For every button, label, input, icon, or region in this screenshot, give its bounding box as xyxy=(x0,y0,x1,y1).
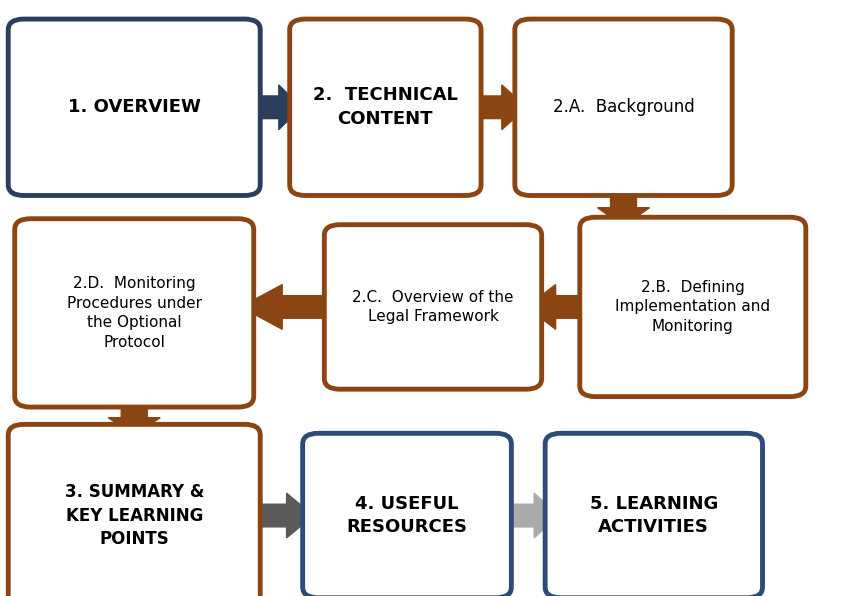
Text: 2.C.  Overview of the
Legal Framework: 2.C. Overview of the Legal Framework xyxy=(352,290,514,324)
FancyArrow shape xyxy=(468,85,527,130)
FancyArrow shape xyxy=(527,285,596,329)
FancyArrow shape xyxy=(598,185,650,226)
FancyArrow shape xyxy=(248,85,301,130)
FancyBboxPatch shape xyxy=(514,19,732,195)
Text: 4. USEFUL
RESOURCES: 4. USEFUL RESOURCES xyxy=(346,495,468,536)
FancyBboxPatch shape xyxy=(546,433,762,596)
Text: 2.  TECHNICAL
CONTENT: 2. TECHNICAL CONTENT xyxy=(313,86,458,128)
FancyArrow shape xyxy=(249,493,313,538)
Text: 1. OVERVIEW: 1. OVERVIEW xyxy=(68,98,201,116)
FancyBboxPatch shape xyxy=(8,19,260,195)
FancyBboxPatch shape xyxy=(8,424,260,596)
Text: 2.A.  Background: 2.A. Background xyxy=(553,98,695,116)
FancyArrow shape xyxy=(108,396,160,435)
FancyBboxPatch shape xyxy=(289,19,481,195)
FancyBboxPatch shape xyxy=(324,225,542,389)
FancyBboxPatch shape xyxy=(580,218,805,397)
FancyArrow shape xyxy=(241,285,339,329)
FancyBboxPatch shape xyxy=(15,219,254,407)
FancyBboxPatch shape xyxy=(303,433,511,596)
FancyArrow shape xyxy=(501,493,559,538)
Text: 2.D.  Monitoring
Procedures under
the Optional
Protocol: 2.D. Monitoring Procedures under the Opt… xyxy=(67,276,202,350)
Text: 3. SUMMARY &
KEY LEARNING
POINTS: 3. SUMMARY & KEY LEARNING POINTS xyxy=(65,483,204,548)
Text: 2.B.  Defining
Implementation and
Monitoring: 2.B. Defining Implementation and Monitor… xyxy=(615,280,771,334)
Text: 5. LEARNING
ACTIVITIES: 5. LEARNING ACTIVITIES xyxy=(590,495,718,536)
